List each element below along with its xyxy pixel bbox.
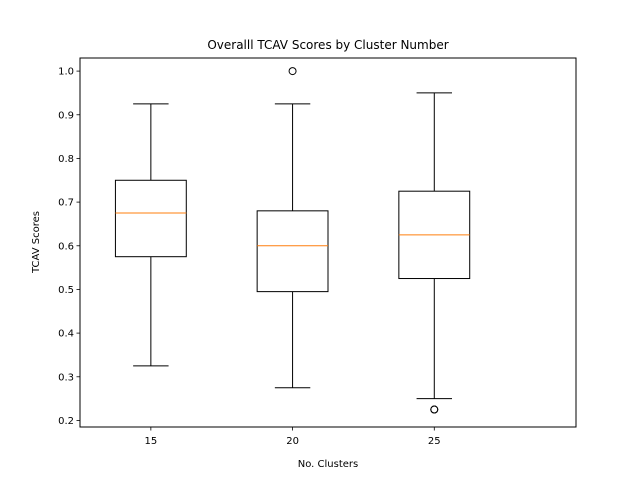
box-iqr	[114, 179, 187, 258]
y-tick-label: 0.9	[58, 110, 74, 121]
y-tick-label: 0.4	[58, 329, 74, 340]
y-tick-label: 0.2	[58, 416, 74, 427]
y-tick-label: 0.3	[58, 372, 74, 383]
y-tick-label: 0.6	[58, 241, 74, 252]
x-tick-label: 25	[428, 436, 441, 447]
chart-title: Overalll TCAV Scores by Cluster Number	[207, 38, 448, 52]
y-tick-label: 0.5	[58, 285, 74, 296]
y-tick-label: 1.0	[58, 67, 74, 78]
x-axis-label: No. Clusters	[298, 459, 358, 470]
outlier-point	[430, 405, 439, 414]
y-tick-label: 0.7	[58, 198, 74, 209]
box-iqr	[256, 210, 329, 293]
plot-frame	[79, 57, 577, 428]
y-axis-label: TCAV Scores	[31, 211, 42, 274]
plot-area: 0.2 0.3 0.4 0.5 0.6 0.7 0.8 0.9 1.0 15 20 25	[58, 67, 471, 447]
y-tick-label: 0.8	[58, 154, 74, 165]
outlier-point	[288, 67, 297, 76]
x-tick-label: 20	[286, 436, 299, 447]
x-tick-label: 15	[144, 436, 157, 447]
